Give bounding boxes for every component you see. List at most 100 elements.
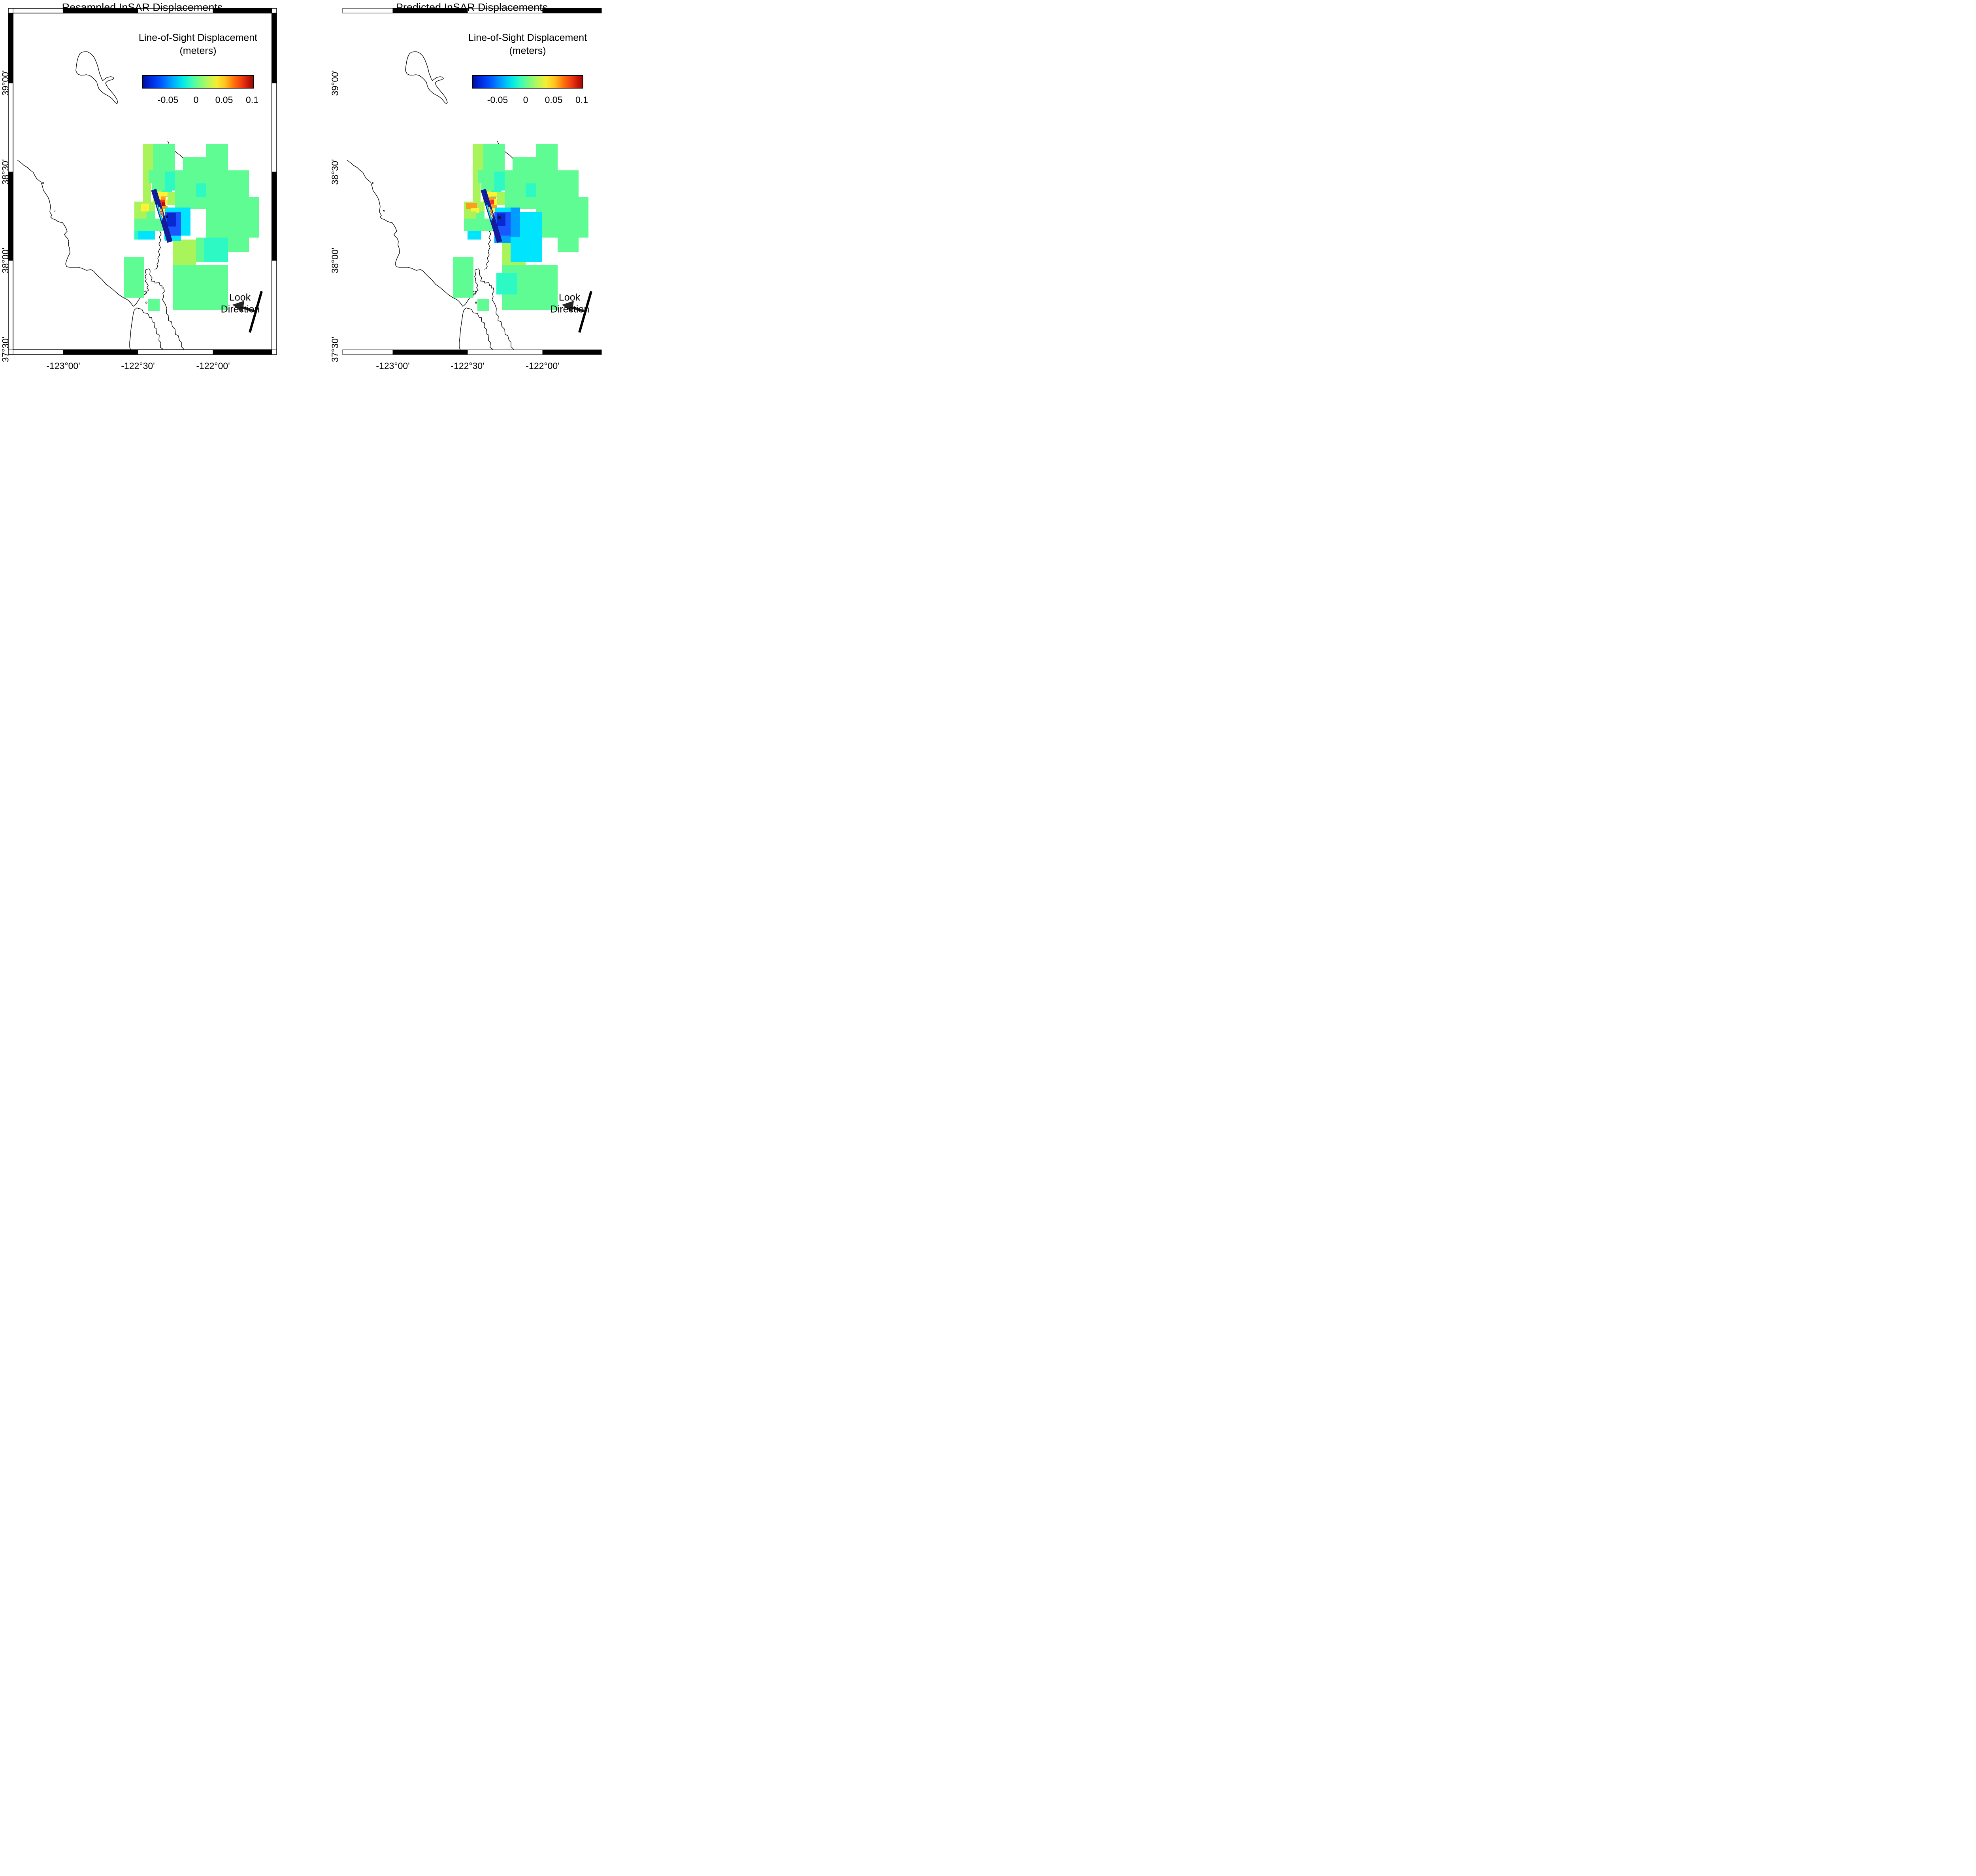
insar-cell [173, 265, 228, 310]
insar-cell [162, 202, 166, 206]
insar-cell [175, 170, 228, 183]
y-tick-label: 38°30' [0, 159, 11, 185]
x-tick-label: -123°00' [46, 360, 80, 371]
insar-cell [466, 203, 477, 209]
frame-band-segment [272, 13, 277, 83]
map-canvas [8, 8, 602, 355]
insar-cell [196, 238, 204, 262]
colorbar-title: Line-of-Sight Displacement [138, 32, 258, 43]
y-tick-label: 37°30' [0, 336, 11, 362]
flight-track-line [578, 291, 592, 333]
insar-cell [143, 157, 153, 170]
x-tick-label: -122°00' [196, 360, 230, 371]
colorbar-units: (meters) [179, 45, 217, 57]
coastline [17, 160, 184, 350]
x-tick-label: -122°30' [451, 360, 485, 371]
insar-cell [483, 157, 505, 170]
look-arrow-shaft [242, 306, 256, 313]
island-outline [145, 302, 147, 304]
y-tick-label: 38°00' [330, 247, 340, 274]
insar-cell [496, 273, 517, 294]
clear-lake-outline [405, 51, 448, 104]
colorbar-tick-label: -0.05 [157, 94, 179, 105]
insar-cell [204, 238, 228, 262]
island-outline [475, 302, 477, 304]
fault-slip-stripe [486, 204, 492, 221]
insar-cell [134, 219, 155, 231]
frame-outer-border [8, 8, 277, 355]
insar-cell [505, 170, 558, 183]
insar-cell [494, 172, 505, 191]
plot-area [17, 51, 263, 350]
colorbar-tick-label: 0 [193, 94, 199, 105]
coastline [136, 308, 163, 350]
x-tick-label: -122°00' [526, 360, 560, 371]
panel-resampled [8, 8, 277, 355]
insar-cell [481, 183, 494, 191]
look-arrow-head [562, 301, 574, 312]
coastline [154, 228, 162, 270]
coastline [484, 228, 491, 270]
frame-band-segment [342, 8, 393, 13]
frame-band-segment [13, 8, 64, 13]
insar-cell [468, 231, 481, 240]
colorbar-tick-label: 0 [523, 94, 528, 105]
frame-band-segment [542, 8, 602, 13]
x-tick-label: -122°30' [121, 360, 155, 371]
insar-cell [473, 183, 481, 202]
offshore-rock [42, 182, 44, 184]
insar-cell [483, 144, 505, 157]
look-direction-label: Look [558, 292, 581, 303]
look-direction-label: Direction [221, 304, 260, 315]
insar-cell [464, 211, 476, 219]
insar-cell [487, 192, 499, 196]
fault-slip-stripe [160, 212, 162, 214]
insar-cell [464, 219, 485, 231]
insar-cell [497, 192, 505, 205]
y-tick-label: 39°00' [330, 70, 340, 96]
insar-cell [134, 211, 147, 219]
frame-band-segment [63, 349, 138, 355]
insar-cell [161, 206, 168, 209]
insar-cell [153, 144, 175, 157]
insar-cell [165, 208, 181, 212]
insar-cell [157, 192, 169, 196]
colorbar-units: (meters) [509, 45, 546, 57]
offshore-rock [383, 209, 385, 212]
frame-band-segment [272, 260, 277, 350]
insar-cell [143, 170, 149, 183]
clear-lake-outline [75, 51, 118, 104]
insar-cell [196, 183, 206, 197]
insar-cell [511, 208, 520, 237]
insar-cell [153, 157, 175, 170]
colorbar-tick-label: 0.05 [215, 94, 233, 105]
insar-cell [476, 211, 485, 219]
insar-cell [520, 212, 542, 262]
insar-cell [175, 197, 206, 209]
frame-band-segment [467, 349, 543, 355]
insar-cell [495, 208, 511, 212]
fault-slip-stripe [156, 204, 163, 221]
frame-band-segment [213, 349, 272, 355]
insar-cell [206, 144, 228, 170]
insar-cell [228, 238, 249, 252]
insar-cell [147, 211, 155, 219]
frame-band-segment [272, 83, 277, 172]
insar-cell [161, 196, 166, 200]
insar-cell [513, 157, 536, 170]
flight-track-line [249, 291, 263, 333]
fault-plane [151, 189, 173, 243]
insar-cell [505, 197, 536, 209]
insar-cell [141, 204, 149, 211]
insar-cell [497, 213, 505, 226]
coastline [459, 308, 467, 350]
insar-cell [166, 215, 168, 218]
frame-band-segment [13, 349, 64, 355]
insar-cell [473, 170, 478, 183]
insar-cell [148, 299, 160, 311]
insar-cell [536, 144, 558, 170]
plot-area [347, 51, 592, 350]
coastline [347, 160, 514, 350]
insar-cell [152, 183, 165, 191]
frame-band-segment [138, 349, 213, 355]
